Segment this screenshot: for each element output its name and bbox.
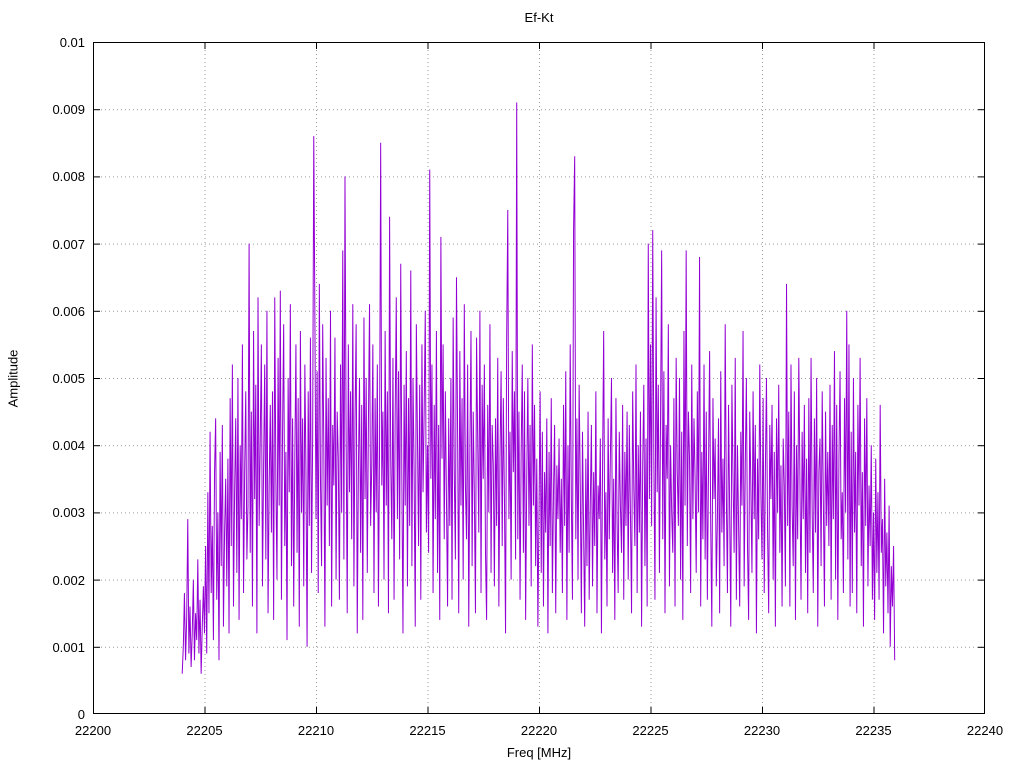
data-polyline: [181, 102, 896, 674]
x-tick-label: 22230: [743, 723, 781, 738]
plot-border: [93, 42, 985, 714]
y-tick-label: 0.007: [52, 236, 85, 252]
x-tick-label: 22210: [297, 723, 335, 738]
y-tick-label: 0.006: [52, 303, 85, 319]
y-tick-label: 0.01: [59, 35, 85, 50]
plot-canvas: [93, 42, 986, 715]
x-tick-label: 22220: [520, 723, 558, 738]
y-tick-label: 0.004: [52, 438, 85, 454]
x-axis-label: Freq [MHz]: [506, 745, 572, 760]
x-tick-label: 22225: [632, 723, 669, 738]
y-tick-label: 0.008: [52, 169, 85, 185]
y-tick-label: 0.002: [52, 572, 85, 588]
x-tick-label: 22215: [409, 723, 446, 738]
chart-title: Ef-Kt: [524, 10, 554, 25]
y-tick-label: 0.003: [52, 505, 85, 521]
y-tick-label: 0.009: [52, 102, 85, 118]
x-tick-label: 22240: [966, 723, 1004, 738]
x-tick-label: 22205: [186, 723, 223, 738]
y-tick-label: 0.005: [52, 371, 85, 386]
y-tick-label: 0: [77, 707, 85, 722]
plot-area: [93, 42, 986, 715]
y-tick-label: 0.001: [52, 639, 85, 655]
x-tick-label: 22235: [855, 723, 892, 738]
x-tick-label: 22200: [74, 723, 112, 738]
